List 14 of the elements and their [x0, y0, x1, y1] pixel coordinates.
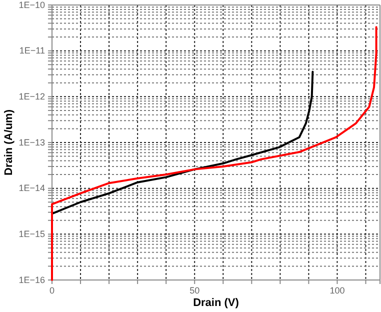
y-tick-label: 1E−12 — [18, 92, 45, 102]
y-tick-label: 1E−11 — [19, 46, 45, 56]
line-series — [51, 70, 314, 215]
line-series — [51, 26, 378, 281]
x-tick-label: 0 — [49, 285, 55, 296]
y-tick-label: 1E−10 — [18, 0, 45, 10]
x-axis-title: Drain (V) — [193, 297, 240, 309]
y-axis-title: Drain (A/um) — [3, 109, 15, 176]
y-tick-label: 1E−14 — [18, 183, 45, 194]
x-tick-label: 50 — [190, 285, 200, 296]
y-tick-label: 1E−16 — [18, 274, 45, 285]
y-tick-label: 1E−13 — [18, 137, 45, 148]
x-tick-label: 100 — [330, 285, 345, 296]
y-tick-label: 1E−15 — [18, 229, 45, 240]
